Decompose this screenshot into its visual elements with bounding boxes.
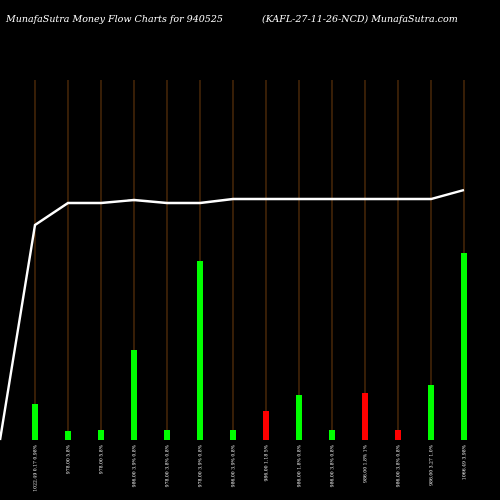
money-flow-bar	[230, 430, 236, 440]
x-tick-label: 978.00 3.9% 0.8%	[198, 444, 204, 487]
x-tick-label: 986.00 3.8% 0.8%	[396, 444, 402, 487]
x-tick-label: 986.00 1.18 5%	[264, 444, 270, 481]
money-flow-bar	[164, 430, 170, 440]
x-tick-label: 978.00 5.8%	[99, 444, 105, 474]
money-flow-bar	[98, 430, 104, 440]
x-tick-label: 986.00 1.8% 0.8%	[297, 444, 303, 487]
chart-title: MunafaSutra Money Flow Charts for 940525	[6, 14, 223, 25]
money-flow-bar	[461, 253, 467, 440]
money-flow-bar	[131, 350, 137, 440]
money-flow-bar	[296, 395, 302, 440]
money-flow-bar	[32, 404, 38, 440]
x-tick-label: 978.00 3.8% 0.8%	[165, 444, 171, 487]
money-flow-bar	[65, 431, 71, 440]
x-tick-label: 986.00 1.8% 1%	[363, 444, 369, 483]
money-flow-bar	[362, 393, 368, 440]
money-flow-bar	[428, 385, 434, 440]
price-line	[0, 188, 465, 441]
chart-subtitle: (KAFL-27-11-26-NCD) MunafaSutra.com	[262, 14, 458, 25]
x-tick-label: 986.00 3.8% 0.8%	[330, 444, 336, 487]
x-tick-label: 986.00 3.9% 0.8%	[132, 444, 138, 487]
x-tick-label: 1022.49 0.17 0.98%	[33, 444, 39, 491]
money-flow-bar	[263, 411, 269, 440]
money-flow-bar	[395, 430, 401, 440]
x-tick-label: 986.00 3.9% 0.8%	[231, 444, 237, 487]
x-tick-label: 1066.49 3.98%	[462, 444, 468, 480]
money-flow-bar	[197, 261, 203, 440]
x-tick-label: 978.00 5.8%	[66, 444, 72, 474]
x-tick-label: 986.00 3.27 1.0%	[429, 444, 435, 486]
money-flow-bar	[329, 430, 335, 440]
